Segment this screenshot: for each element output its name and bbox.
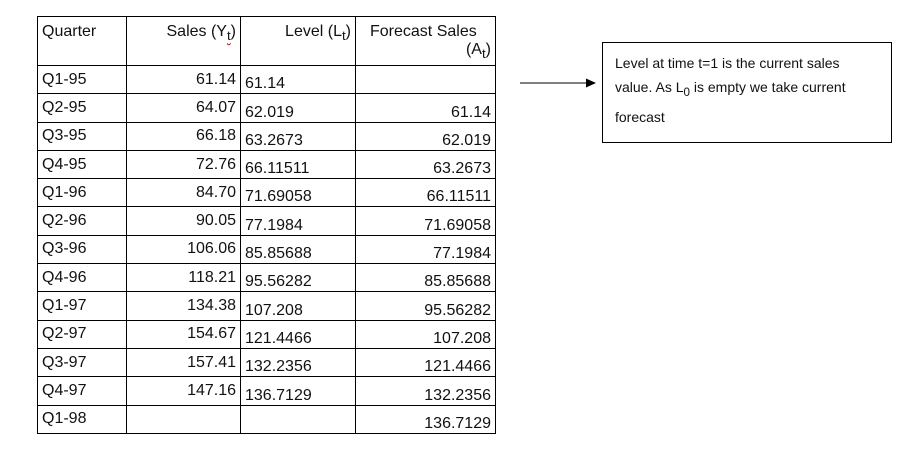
cell-sales: 118.21 [126,263,241,293]
table-row: Q1-98 136.7129 [37,404,496,434]
cell-quarter: Q2-97 [37,319,127,349]
cell-sales: 147.16 [126,376,241,406]
table-header-row: Quarter Sales (Yt) Level (Lt) Forecast S… [37,16,496,66]
cell-sales: 64.07 [126,93,241,123]
header-quarter: Quarter [37,16,127,66]
cell-quarter: Q1-97 [37,291,127,321]
cell-forecast: 136.7129 [355,404,496,434]
cell-quarter: Q3-97 [37,347,127,378]
cell-quarter: Q1-98 [37,404,127,434]
table-row: Q4-96 118.21 95.56282 85.85688 [37,263,496,293]
table-row: Q3-95 66.18 63.2673 62.019 [37,121,496,151]
cell-sales: 154.67 [126,319,241,349]
cell-level: 61.14 [240,64,356,95]
cell-level: 107.208 [240,291,356,321]
table-row: Q3-97 157.41 132.2356 121.4466 [37,347,496,378]
cell-forecast: 62.019 [355,121,496,151]
cell-level: 136.7129 [240,376,356,406]
table-row: Q2-95 64.07 62.019 61.14 [37,93,496,123]
cell-forecast: 61.14 [355,93,496,123]
cell-forecast: 95.56282 [355,291,496,321]
note-subscript: 0 [683,85,690,99]
cell-forecast: 66.11511 [355,178,496,208]
cell-sales: 90.05 [126,206,241,236]
cell-sales [126,404,241,434]
cell-quarter: Q2-95 [37,93,127,123]
cell-quarter: Q4-96 [37,263,127,293]
note-text-end: is empty we take current forecast [615,79,846,125]
cell-level: 63.2673 [240,121,356,151]
cell-forecast: 107.208 [355,319,496,349]
note-text-start: Level at time t=1 is the current sales v… [615,55,840,95]
table-body: Q1-95 61.14 61.14 Q2-95 64.07 62.019 61.14 Q3-9… [37,64,496,434]
cell-forecast: 63.2673 [355,149,496,180]
table-row: Q1-96 84.70 71.69058 66.11511 [37,178,496,208]
table-row: Q4-95 72.76 66.11511 63.2673 [37,149,496,180]
cell-sales: 84.70 [126,178,241,208]
cell-level: 121.4466 [240,319,356,349]
cell-forecast: 77.1984 [355,234,496,265]
cell-sales: 106.06 [126,234,241,265]
cell-quarter: Q1-96 [37,178,127,208]
cell-sales: 134.38 [126,291,241,321]
forecast-table: Quarter Sales (Yt) Level (Lt) Forecast S… [37,16,496,434]
cell-forecast: 132.2356 [355,376,496,406]
cell-forecast: 121.4466 [355,347,496,378]
cell-level: 77.1984 [240,206,356,236]
cell-quarter: Q2-96 [37,206,127,236]
header-level: Level (Lt) [240,16,356,66]
table-row: Q2-96 90.05 77.1984 71.69058 [37,206,496,236]
cell-sales: 157.41 [126,347,241,378]
cell-sales: 72.76 [126,149,241,180]
table-row: Q1-97 134.38 107.208 95.56282 [37,291,496,321]
cell-level [240,404,356,434]
cell-quarter: Q3-95 [37,121,127,151]
cell-level: 62.019 [240,93,356,123]
cell-quarter: Q4-95 [37,149,127,180]
table-row: Q2-97 154.67 121.4466 107.208 [37,319,496,349]
cell-level: 95.56282 [240,263,356,293]
cell-forecast: 85.85688 [355,263,496,293]
header-sales: Sales (Yt) [126,16,241,66]
cell-level: 66.11511 [240,149,356,180]
cell-quarter: Q3-96 [37,234,127,265]
cell-level: 132.2356 [240,347,356,378]
cell-level: 85.85688 [240,234,356,265]
header-forecast-sales: Forecast Sales (At) [355,16,496,66]
cell-level: 71.69058 [240,178,356,208]
right-arrow-icon [520,78,596,88]
cell-quarter: Q1-95 [37,64,127,95]
cell-quarter: Q4-97 [37,376,127,406]
table-row: Q4-97 147.16 136.7129 132.2356 [37,376,496,406]
cell-sales: 66.18 [126,121,241,151]
cell-sales: 61.14 [126,64,241,95]
table-row: Q1-95 61.14 61.14 [37,64,496,95]
table-row: Q3-96 106.06 85.85688 77.1984 [37,234,496,265]
cell-forecast: 71.69058 [355,206,496,236]
cell-forecast [355,64,496,95]
explanation-note: Level at time t=1 is the current sales v… [602,42,892,143]
